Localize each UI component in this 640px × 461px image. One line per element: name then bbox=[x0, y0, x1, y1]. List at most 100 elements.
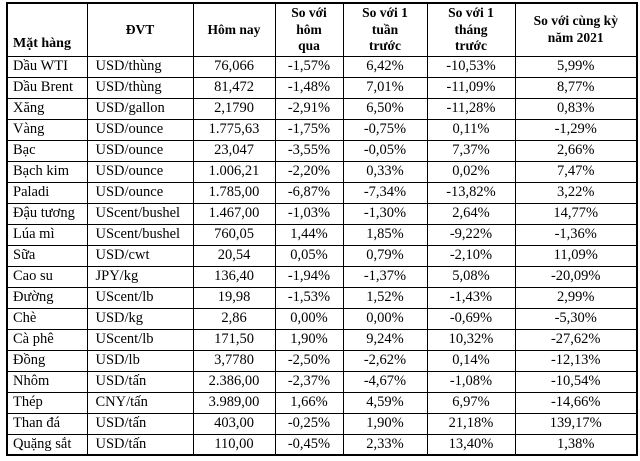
cell-commodity: Paladi bbox=[6, 181, 88, 204]
cell-today: 1.785,00 bbox=[192, 181, 276, 204]
cell-unit: USD/tấn bbox=[86, 370, 194, 393]
cell-today: 2,86 bbox=[192, 307, 276, 330]
cell-unit: UScent/bushel bbox=[86, 202, 194, 225]
cell-vs_yesterday: -1,75% bbox=[274, 118, 344, 141]
cell-vs_2021: -12,13% bbox=[514, 349, 638, 372]
cell-vs_yesterday: -2,91% bbox=[274, 97, 344, 120]
cell-vs_yesterday: -6,87% bbox=[274, 181, 344, 204]
cell-vs_2021: -10,54% bbox=[514, 370, 638, 393]
cell-vs_2021: -20,09% bbox=[514, 265, 638, 288]
cell-vs_week: 6,42% bbox=[342, 55, 428, 78]
cell-vs_yesterday: 1,66% bbox=[274, 391, 344, 414]
commodity-price-table: Mặt hàng ĐVT Hôm nay So với hôm qua So với 1… bbox=[6, 2, 638, 456]
cell-unit: USD/tấn bbox=[86, 433, 194, 456]
cell-vs_week: 0,00% bbox=[342, 307, 428, 330]
cell-vs_2021: 0,83% bbox=[514, 97, 638, 120]
cell-vs_month: -11,09% bbox=[426, 76, 516, 99]
table-row: Paladi USD/ounce 1.785,00 -6,87% -7,34% -13,8… bbox=[6, 181, 638, 204]
column-header-vs_yesterday: So với hôm qua bbox=[274, 2, 344, 57]
header-row: Mặt hàng ĐVT Hôm nay So với hôm qua So với 1… bbox=[6, 2, 638, 57]
cell-vs_2021: 3,22% bbox=[514, 181, 638, 204]
column-header-commodity: Mặt hàng bbox=[6, 2, 88, 57]
cell-vs_yesterday: -2,37% bbox=[274, 370, 344, 393]
table-row: Dầu WTI USD/thùng 76,066 -1,57% 6,42% -10,53%… bbox=[6, 55, 638, 78]
cell-commodity: Đường bbox=[6, 286, 88, 309]
cell-unit: UScent/lb bbox=[86, 286, 194, 309]
table-row: Lúa mì UScent/bushel 760,05 1,44% 1,85% -9,22… bbox=[6, 223, 638, 246]
cell-vs_2021: 2,99% bbox=[514, 286, 638, 309]
cell-vs_month: 0,11% bbox=[426, 118, 516, 141]
cell-commodity: Thép bbox=[6, 391, 88, 414]
cell-vs_month: 7,37% bbox=[426, 139, 516, 162]
table-row: Bạc USD/ounce 23,047 -3,55% -0,05% 7,37% 2,66% bbox=[6, 139, 638, 162]
cell-unit: CNY/tấn bbox=[86, 391, 194, 414]
cell-vs_2021: 14,77% bbox=[514, 202, 638, 225]
cell-unit: USD/tấn bbox=[86, 412, 194, 435]
cell-vs_month: -10,53% bbox=[426, 55, 516, 78]
cell-vs_month: 0,14% bbox=[426, 349, 516, 372]
column-header-vs_2021: So với cùng kỳ năm 2021 bbox=[514, 2, 638, 57]
cell-today: 76,066 bbox=[192, 55, 276, 78]
cell-vs_yesterday: 1,44% bbox=[274, 223, 344, 246]
cell-vs_yesterday: 0,05% bbox=[274, 244, 344, 267]
cell-unit: USD/gallon bbox=[86, 97, 194, 120]
cell-commodity: Đồng bbox=[6, 349, 88, 372]
cell-vs_week: -1,30% bbox=[342, 202, 428, 225]
cell-vs_week: 7,01% bbox=[342, 76, 428, 99]
cell-vs_yesterday: -1,03% bbox=[274, 202, 344, 225]
cell-vs_2021: 7,47% bbox=[514, 160, 638, 183]
cell-unit: JPY/kg bbox=[86, 265, 194, 288]
cell-vs_month: -2,10% bbox=[426, 244, 516, 267]
cell-unit: USD/ounce bbox=[86, 181, 194, 204]
cell-vs_week: -4,67% bbox=[342, 370, 428, 393]
cell-vs_week: -2,62% bbox=[342, 349, 428, 372]
cell-vs_yesterday: -0,25% bbox=[274, 412, 344, 435]
cell-vs_yesterday: 0,00% bbox=[274, 307, 344, 330]
cell-vs_week: -1,37% bbox=[342, 265, 428, 288]
cell-today: 1.775,63 bbox=[192, 118, 276, 141]
cell-commodity: Chè bbox=[6, 307, 88, 330]
cell-today: 2.386,00 bbox=[192, 370, 276, 393]
table-body: Dầu WTI USD/thùng 76,066 -1,57% 6,42% -10,53%… bbox=[6, 55, 638, 456]
cell-unit: USD/cwt bbox=[86, 244, 194, 267]
cell-commodity: Bạch kim bbox=[6, 160, 88, 183]
cell-commodity: Cà phê bbox=[6, 328, 88, 351]
cell-today: 171,50 bbox=[192, 328, 276, 351]
cell-today: 3.989,00 bbox=[192, 391, 276, 414]
cell-vs_month: 2,64% bbox=[426, 202, 516, 225]
cell-vs_yesterday: -1,53% bbox=[274, 286, 344, 309]
cell-vs_month: -11,28% bbox=[426, 97, 516, 120]
cell-vs_month: 6,97% bbox=[426, 391, 516, 414]
cell-vs_month: -1,43% bbox=[426, 286, 516, 309]
cell-unit: USD/ounce bbox=[86, 160, 194, 183]
cell-today: 136,40 bbox=[192, 265, 276, 288]
table-row: Quặng sắt USD/tấn 110,00 -0,45% 2,33% 13,40% 1… bbox=[6, 433, 638, 456]
cell-unit: UScent/bushel bbox=[86, 223, 194, 246]
cell-vs_month: -9,22% bbox=[426, 223, 516, 246]
cell-vs_2021: -14,66% bbox=[514, 391, 638, 414]
cell-vs_month: 0,02% bbox=[426, 160, 516, 183]
cell-vs_yesterday: -1,57% bbox=[274, 55, 344, 78]
cell-vs_yesterday: 1,90% bbox=[274, 328, 344, 351]
cell-commodity: Dầu Brent bbox=[6, 76, 88, 99]
cell-vs_yesterday: -0,45% bbox=[274, 433, 344, 456]
cell-vs_2021: 2,66% bbox=[514, 139, 638, 162]
cell-commodity: Cao su bbox=[6, 265, 88, 288]
table-row: Than đá USD/tấn 403,00 -0,25% 1,90% 21,18% 139… bbox=[6, 412, 638, 435]
cell-today: 3,7780 bbox=[192, 349, 276, 372]
cell-vs_month: -13,82% bbox=[426, 181, 516, 204]
cell-vs_yesterday: -2,20% bbox=[274, 160, 344, 183]
table-row: Cà phê UScent/lb 171,50 1,90% 9,24% 10,32% -27… bbox=[6, 328, 638, 351]
cell-commodity: Bạc bbox=[6, 139, 88, 162]
cell-vs_month: -0,69% bbox=[426, 307, 516, 330]
cell-vs_week: -7,34% bbox=[342, 181, 428, 204]
cell-vs_week: 0,79% bbox=[342, 244, 428, 267]
cell-vs_month: 13,40% bbox=[426, 433, 516, 456]
cell-commodity: Quặng sắt bbox=[6, 433, 88, 456]
column-header-today: Hôm nay bbox=[192, 2, 276, 57]
table-row: Nhôm USD/tấn 2.386,00 -2,37% -4,67% -1,08% -10… bbox=[6, 370, 638, 393]
table-row: Vàng USD/ounce 1.775,63 -1,75% -0,75% 0,11% -1… bbox=[6, 118, 638, 141]
cell-today: 1.006,21 bbox=[192, 160, 276, 183]
cell-vs_yesterday: -1,94% bbox=[274, 265, 344, 288]
